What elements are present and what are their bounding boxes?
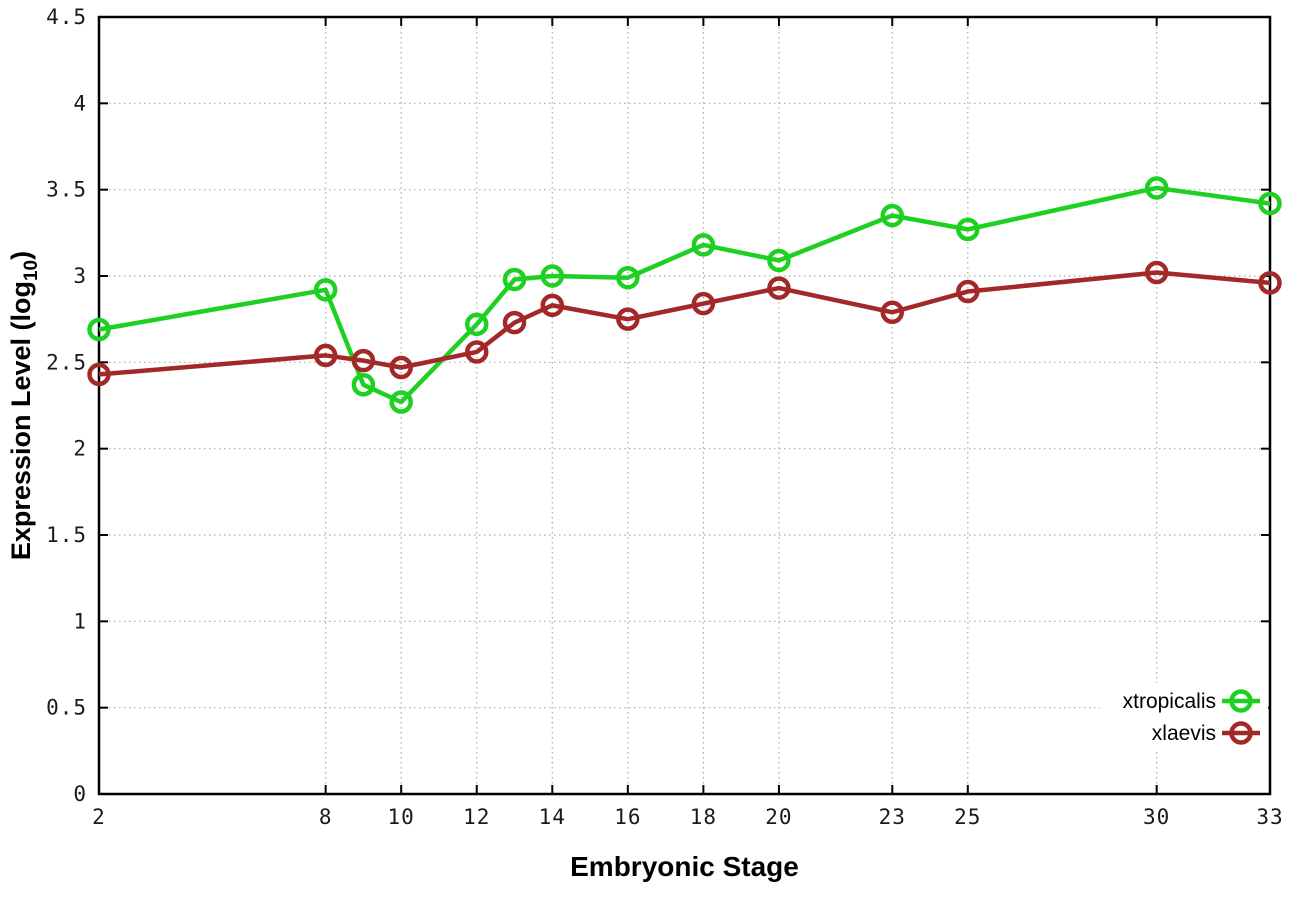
data-point-xlaevis xyxy=(616,307,640,331)
data-point-xlaevis xyxy=(389,355,413,380)
y-tick-label: 4.5 xyxy=(46,5,87,29)
data-point-xlaevis xyxy=(87,362,111,387)
data-point-xtropicalis xyxy=(767,248,791,273)
plot-border xyxy=(97,15,1272,796)
data-point-xlaevis xyxy=(956,279,980,304)
data-point-xtropicalis xyxy=(464,312,489,337)
data-point-xlaevis xyxy=(767,276,791,300)
x-tick-label: 12 xyxy=(463,805,490,829)
y-tick-label: 1.5 xyxy=(46,523,87,547)
y-axis-label: Expression Level (log10) xyxy=(6,251,42,560)
data-point-xtropicalis xyxy=(540,264,565,288)
data-point-xlaevis xyxy=(313,343,338,368)
y-tick-label: 3 xyxy=(73,264,87,288)
x-tick-label: 8 xyxy=(319,805,333,829)
data-point-xtropicalis xyxy=(1144,176,1169,200)
x-tick-label: 30 xyxy=(1143,805,1170,829)
data-point-xlaevis xyxy=(1144,260,1169,285)
y-tick-label: 0 xyxy=(73,782,87,806)
y-tick-label: 1 xyxy=(73,609,87,633)
y-tick-label: 2.5 xyxy=(46,350,87,374)
data-point-xlaevis xyxy=(502,310,527,335)
x-tick-label: 33 xyxy=(1256,805,1283,829)
y-tick-label: 0.5 xyxy=(46,696,87,720)
data-point-xtropicalis xyxy=(87,317,111,342)
legend-sample-marker-xlaevis xyxy=(1229,721,1253,745)
data-point-xtropicalis xyxy=(351,373,376,397)
y-tick-label: 4 xyxy=(73,91,87,115)
series-line-xlaevis xyxy=(98,270,1271,377)
x-tick-label: 25 xyxy=(954,805,981,829)
data-point-xtropicalis xyxy=(691,233,716,257)
data-point-xlaevis xyxy=(540,293,565,318)
legend-background xyxy=(1100,683,1268,749)
data-point-xtropicalis xyxy=(880,203,905,228)
legend-sample-marker-xtropicalis xyxy=(1229,689,1253,713)
data-point-xtropicalis xyxy=(389,390,413,414)
legend-label-xlaevis: xlaevis xyxy=(1152,722,1216,745)
data-point-xlaevis xyxy=(1258,271,1282,295)
x-tick-label: 14 xyxy=(539,805,566,829)
x-tick-label: 23 xyxy=(879,805,906,829)
data-point-xlaevis xyxy=(880,300,905,325)
data-point-xlaevis xyxy=(464,340,489,364)
y-tick-label: 2 xyxy=(73,437,87,461)
data-point-xtropicalis xyxy=(313,278,338,302)
data-point-xtropicalis xyxy=(616,265,640,290)
data-point-xlaevis xyxy=(691,291,716,316)
data-point-xtropicalis xyxy=(1258,191,1282,216)
x-axis-label: Embryonic Stage xyxy=(570,851,799,882)
x-tick-label: 2 xyxy=(92,805,106,829)
data-point-xlaevis xyxy=(351,348,376,373)
data-point-xtropicalis xyxy=(502,267,527,292)
x-tick-label: 20 xyxy=(765,805,792,829)
y-tick-label: 3.5 xyxy=(46,178,87,202)
x-tick-label: 16 xyxy=(614,805,641,829)
legend-label-xtropicalis: xtropicalis xyxy=(1123,690,1216,713)
data-point-xtropicalis xyxy=(956,217,980,242)
x-tick-label: 10 xyxy=(388,805,415,829)
series-line-xtropicalis xyxy=(98,185,1271,405)
x-tick-label: 18 xyxy=(690,805,717,829)
